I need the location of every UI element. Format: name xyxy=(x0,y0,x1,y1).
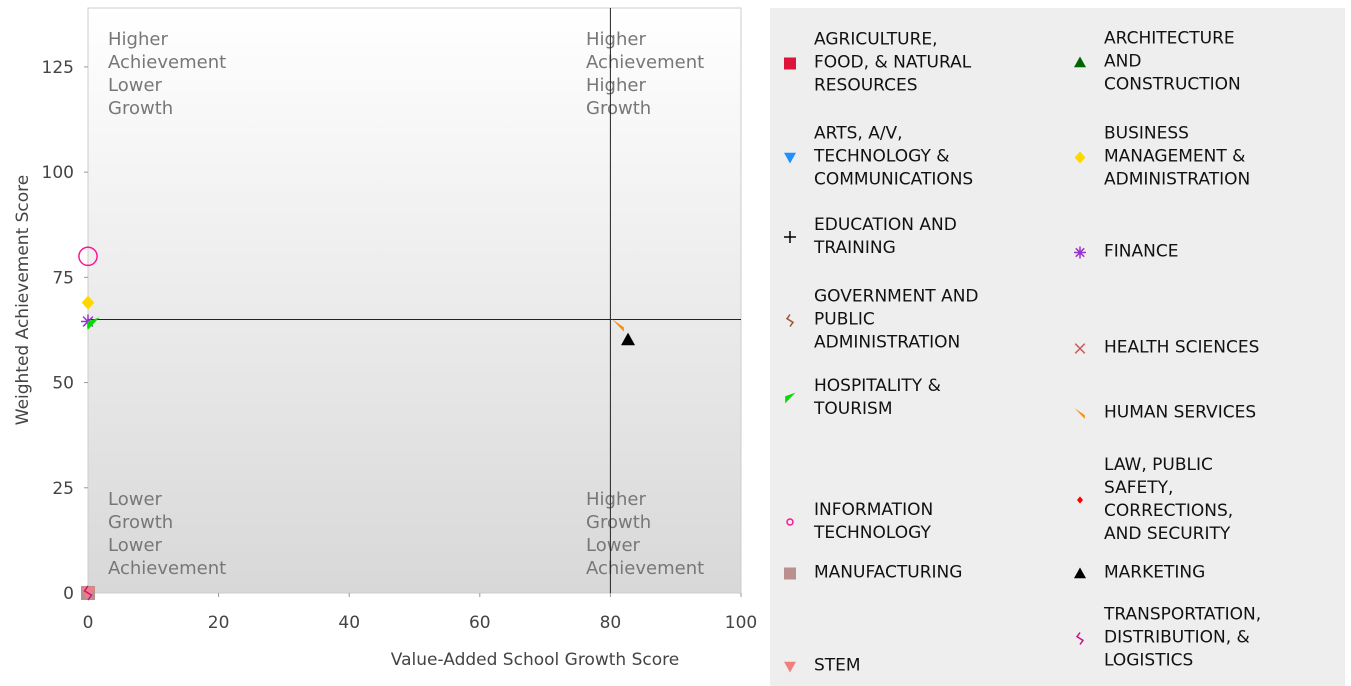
legend-marker xyxy=(1074,246,1086,258)
legend-label: BUSINESS MANAGEMENT & ADMINISTRATION xyxy=(1104,123,1251,190)
legend-label: STEM xyxy=(814,655,861,676)
marker xyxy=(784,567,796,579)
legend-marker xyxy=(785,313,795,327)
legend-entry: HUMAN SERVICES xyxy=(1070,402,1256,425)
x-tick-label: 60 xyxy=(469,613,491,633)
legend-marker xyxy=(784,567,796,579)
legend-marker xyxy=(1074,342,1086,354)
legend-entry: LAW, PUBLIC SAFETY, CORRECTIONS, AND SEC… xyxy=(1070,454,1233,546)
point xyxy=(611,319,624,332)
marker xyxy=(1074,407,1085,419)
marker xyxy=(1074,342,1086,354)
legend-entry: HEALTH SCIENCES xyxy=(1070,337,1259,360)
x-tick-label: 100 xyxy=(725,613,757,633)
legend-entry: HOSPITALITY & TOURISM xyxy=(780,375,941,421)
plot-area xyxy=(87,7,742,594)
legend-label: LAW, PUBLIC SAFETY, CORRECTIONS, AND SEC… xyxy=(1104,455,1234,544)
legend-entry: TRANSPORTATION, DISTRIBUTION, & LOGISTIC… xyxy=(1070,604,1261,673)
point xyxy=(87,317,100,330)
legend-entry: MARKETING xyxy=(1070,562,1205,585)
y-axis-label: Weighted Achievement Score xyxy=(13,175,33,426)
marker xyxy=(785,313,795,327)
legend-label: AGRICULTURE, FOOD, & NATURAL RESOURCES xyxy=(814,29,972,96)
quadrant-label: Lower Growth Lower Achievement xyxy=(108,489,226,579)
marker xyxy=(1074,56,1086,67)
marker xyxy=(784,152,796,163)
legend-label: HEALTH SCIENCES xyxy=(1104,337,1260,358)
marker xyxy=(1075,631,1085,645)
legend-label: ARCHITECTURE AND CONSTRUCTION xyxy=(1104,28,1241,95)
legend-marker xyxy=(784,231,796,243)
x-tick-label: 80 xyxy=(600,613,622,633)
marker xyxy=(786,518,794,526)
chart: Value-Added School Growth Score Weighted… xyxy=(13,7,757,670)
y-tick-label: 100 xyxy=(42,163,74,183)
point xyxy=(621,332,636,346)
legend-marker xyxy=(1074,56,1086,67)
marker xyxy=(1074,151,1086,163)
legend-label: FINANCE xyxy=(1104,241,1179,262)
marker xyxy=(784,57,796,69)
point xyxy=(78,246,98,267)
quadrant-label: Higher Achievement Lower Growth xyxy=(108,29,226,119)
legend-entry: GOVERNMENT AND PUBLIC ADMINISTRATION xyxy=(780,286,979,355)
marker xyxy=(1074,246,1086,258)
quadrant-label: Higher Growth Lower Achievement xyxy=(586,489,704,579)
x-tick-label: 0 xyxy=(83,613,94,633)
marker xyxy=(1074,567,1086,578)
legend-marker xyxy=(786,518,794,526)
legend-marker xyxy=(784,57,796,69)
legend-label: HUMAN SERVICES xyxy=(1104,402,1257,423)
x-tick-label: 40 xyxy=(338,613,360,633)
y-tick-label: 125 xyxy=(42,58,74,78)
y-tick-label: 50 xyxy=(52,374,74,394)
y-tick-label: 0 xyxy=(63,584,74,604)
legend-entry: ARCHITECTURE AND CONSTRUCTION xyxy=(1070,28,1241,97)
legend-entry: AGRICULTURE, FOOD, & NATURAL RESOURCES xyxy=(780,29,971,98)
y-tick-label: 25 xyxy=(52,479,74,499)
legend-marker xyxy=(1075,631,1085,645)
legend-marker xyxy=(784,661,796,672)
legend-label: HOSPITALITY & TOURISM xyxy=(814,376,941,419)
marker xyxy=(784,231,796,243)
legend-entry: FINANCE xyxy=(1070,241,1178,264)
legend-marker xyxy=(1074,151,1086,163)
legend-entry: EDUCATION AND TRAINING xyxy=(780,214,957,260)
legend-label: EDUCATION AND TRAINING xyxy=(814,215,957,258)
x-axis-label: Value-Added School Growth Score xyxy=(391,650,679,670)
legend-label: INFORMATION TECHNOLOGY xyxy=(814,500,934,543)
marker xyxy=(784,661,796,672)
legend-label: MARKETING xyxy=(1104,562,1206,583)
legend-marker xyxy=(1074,567,1086,578)
legend-entry: ARTS, A/V, TECHNOLOGY & COMMUNICATIONS xyxy=(780,123,973,192)
quadrant-label: Higher Achievement Higher Growth xyxy=(586,29,704,119)
legend-marker xyxy=(784,152,796,163)
legend: AGRICULTURE, FOOD, & NATURAL RESOURCES AR… xyxy=(770,8,1345,686)
legend-label: ARTS, A/V, TECHNOLOGY & COMMUNICATIONS xyxy=(814,123,974,190)
marker xyxy=(785,392,796,404)
legend-entry: BUSINESS MANAGEMENT & ADMINISTRATION xyxy=(1070,123,1250,192)
legend-label: MANUFACTURING xyxy=(814,562,963,583)
legend-entry: STEM xyxy=(780,655,861,678)
y-tick-label: 75 xyxy=(52,268,74,288)
point xyxy=(83,585,93,601)
point xyxy=(81,295,95,310)
legend-marker xyxy=(1077,496,1083,504)
legend-marker xyxy=(1074,407,1085,419)
legend-entry: INFORMATION TECHNOLOGY xyxy=(780,499,933,545)
legend-marker xyxy=(785,392,796,404)
x-tick-label: 20 xyxy=(208,613,230,633)
legend-entry: MANUFACTURING xyxy=(780,562,962,585)
marker xyxy=(1077,496,1083,504)
legend-label: GOVERNMENT AND PUBLIC ADMINISTRATION xyxy=(814,286,979,353)
legend-label: TRANSPORTATION, DISTRIBUTION, & LOGISTIC… xyxy=(1104,604,1262,671)
